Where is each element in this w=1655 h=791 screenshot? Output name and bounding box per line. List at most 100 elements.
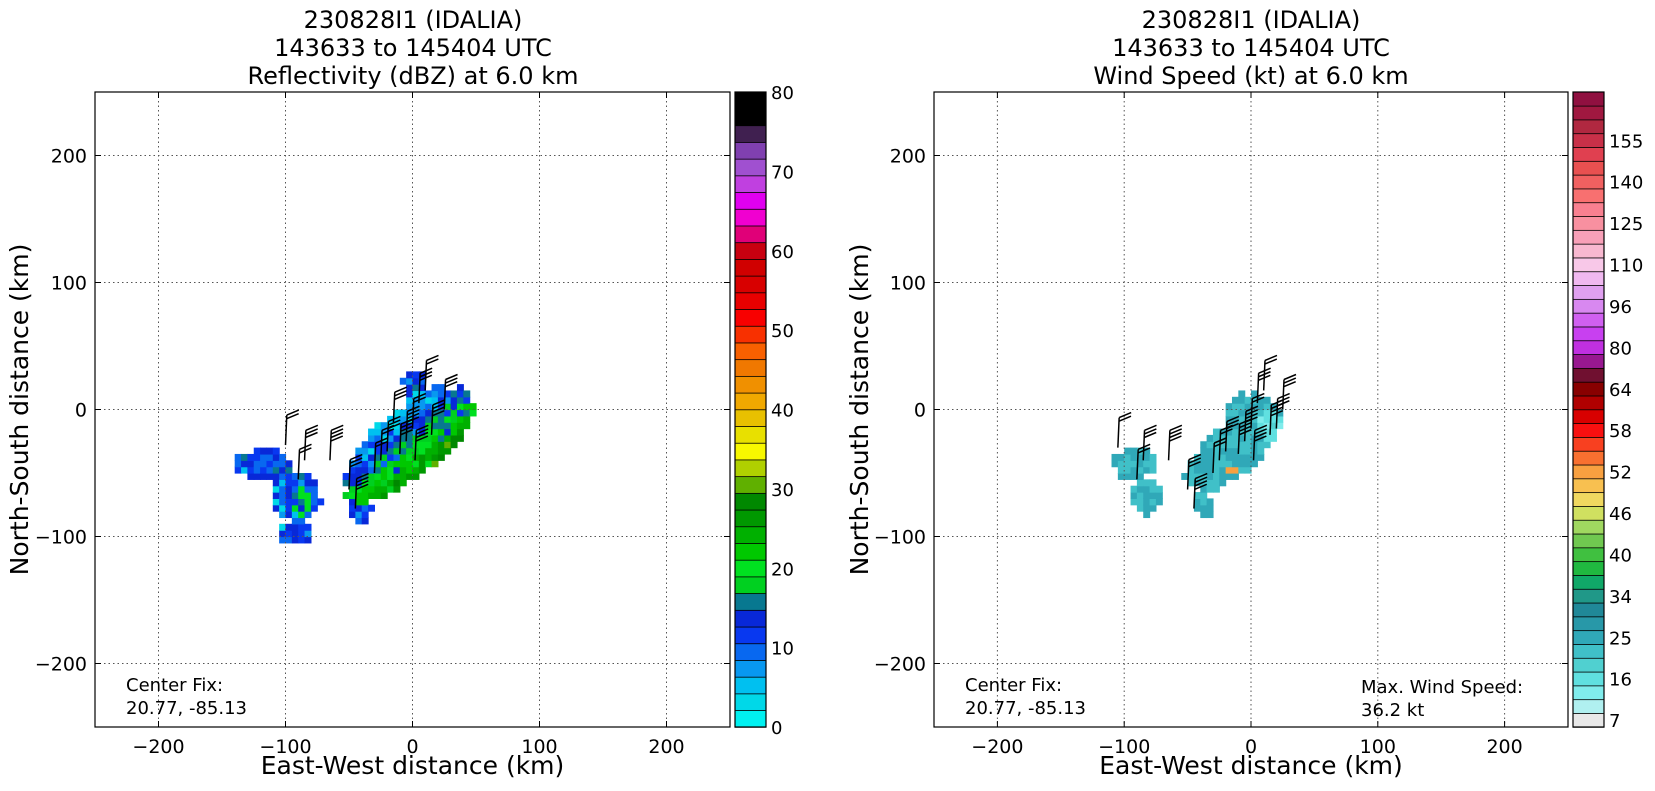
wind-barb-feather — [1283, 373, 1297, 381]
echo-pixel — [425, 441, 433, 449]
colorbar-bin — [734, 592, 767, 611]
echo-pixel — [418, 390, 426, 398]
echo-pixel — [1143, 511, 1151, 519]
wind-barb-feather — [1245, 416, 1258, 423]
echo-pixel — [272, 473, 280, 480]
echo-pixel — [291, 504, 299, 512]
echo-pixel — [456, 434, 464, 442]
colorbar-bin — [1572, 422, 1605, 438]
y-tick-label: −100 — [874, 527, 926, 549]
echo-pixel — [374, 447, 382, 455]
echo-pixel — [374, 460, 382, 468]
echo-pixel — [1244, 434, 1252, 442]
echo-pixel — [393, 441, 401, 449]
echo-pixel — [247, 473, 255, 480]
echo-pixel — [425, 453, 433, 461]
echo-pixel — [1251, 409, 1258, 417]
colorbar-bin — [734, 125, 767, 143]
wind-barb-shaft — [418, 373, 421, 404]
x-axis: −200 −100 0 100 200 — [132, 92, 685, 758]
echo-pixel — [1231, 428, 1239, 436]
echo-pixel — [298, 536, 306, 544]
echo-pixel — [1225, 409, 1233, 417]
wind-barb-feather — [415, 431, 429, 439]
colorbar-tick-label: 40 — [771, 401, 794, 422]
echo-pixel — [437, 415, 445, 423]
wind-barb-shaft — [1275, 398, 1279, 429]
echo-pixel — [1244, 409, 1252, 417]
echo-pixel — [1124, 447, 1132, 455]
echo-pixel — [342, 473, 350, 480]
echo-pixel — [355, 511, 363, 519]
echo-pixel — [437, 428, 445, 436]
colorbar-bin — [1572, 643, 1605, 659]
max-wind-annotation: Max. Wind Speed: — [1361, 677, 1523, 698]
echo-pixel — [437, 390, 445, 398]
echo-pixel — [1206, 447, 1214, 455]
echo-pixel — [1136, 498, 1144, 506]
echo-pixel — [444, 409, 452, 417]
wind-barb-feather — [426, 354, 439, 362]
echo-pixel — [406, 384, 414, 392]
wind-barb-feather — [1264, 358, 1278, 365]
echo-pixel — [393, 434, 401, 442]
colorbar-bin — [1572, 298, 1605, 314]
echo-pixel — [1206, 485, 1214, 493]
echo-pixel — [1225, 428, 1233, 436]
echo-pixel — [368, 460, 375, 468]
echo-pixel — [1181, 473, 1189, 480]
echo-pixel — [279, 453, 287, 461]
colorbar-frame — [734, 91, 767, 728]
echo-pixel — [1263, 441, 1271, 449]
wind-barb-feather — [1213, 437, 1227, 444]
echo-pixel — [1276, 415, 1284, 423]
echo-pixel — [399, 415, 407, 423]
echo-pixel — [406, 371, 414, 379]
echo-pixel — [1225, 403, 1233, 411]
wind-barb-feather — [1194, 483, 1208, 491]
echo-pixel — [399, 441, 407, 449]
colorbar-bin — [734, 576, 767, 595]
colorbar-bin — [1572, 450, 1605, 466]
x-axis: −200 −100 0 100 200 — [971, 92, 1523, 758]
echo-pixel — [361, 441, 369, 449]
echo-pixel — [1244, 447, 1252, 455]
echo-pixel — [393, 479, 401, 487]
echo-pixel — [1212, 441, 1220, 449]
echo-pixel — [406, 422, 414, 430]
x-axis-label: East-West distance (km) — [1099, 751, 1403, 780]
echo-pixel — [412, 415, 420, 423]
echo-pixel — [431, 415, 439, 423]
echo-pixel — [456, 403, 464, 411]
echo-pixel — [374, 473, 382, 480]
echo-pixel — [361, 511, 369, 519]
echo-pixel — [241, 466, 248, 474]
echo-pixel — [1212, 479, 1220, 487]
wind-barb-shaft — [348, 459, 352, 490]
echo-pixel — [1244, 453, 1252, 461]
echo-pixel — [418, 453, 426, 461]
echo-pixel — [241, 460, 248, 468]
echo-pixel — [1124, 473, 1132, 480]
echo-pixel — [418, 396, 426, 404]
colorbar-tick-label: 155 — [1609, 131, 1643, 152]
echo-pixel — [1257, 441, 1265, 449]
echo-pixel — [1193, 479, 1201, 487]
wind-barb — [284, 409, 300, 446]
wind-barb — [303, 424, 319, 461]
colorbar-bin — [734, 208, 767, 227]
echo-pixel — [304, 485, 312, 493]
echo-pixel — [1257, 403, 1265, 411]
echo-pixel — [1251, 422, 1258, 430]
colorbar-tick-label: 7 — [1609, 711, 1620, 732]
echo-pixel — [310, 479, 318, 487]
wind-barb-feather — [1188, 453, 1202, 461]
echo-pixel — [285, 492, 293, 499]
echo-pixel — [361, 492, 369, 499]
echo-pixel — [291, 523, 299, 531]
echo-pixel — [1225, 447, 1233, 455]
echo-pixel — [285, 523, 293, 531]
echo-pixel — [1231, 403, 1239, 411]
echo-pixel — [349, 479, 356, 487]
wind-barb-feather — [1277, 392, 1290, 400]
